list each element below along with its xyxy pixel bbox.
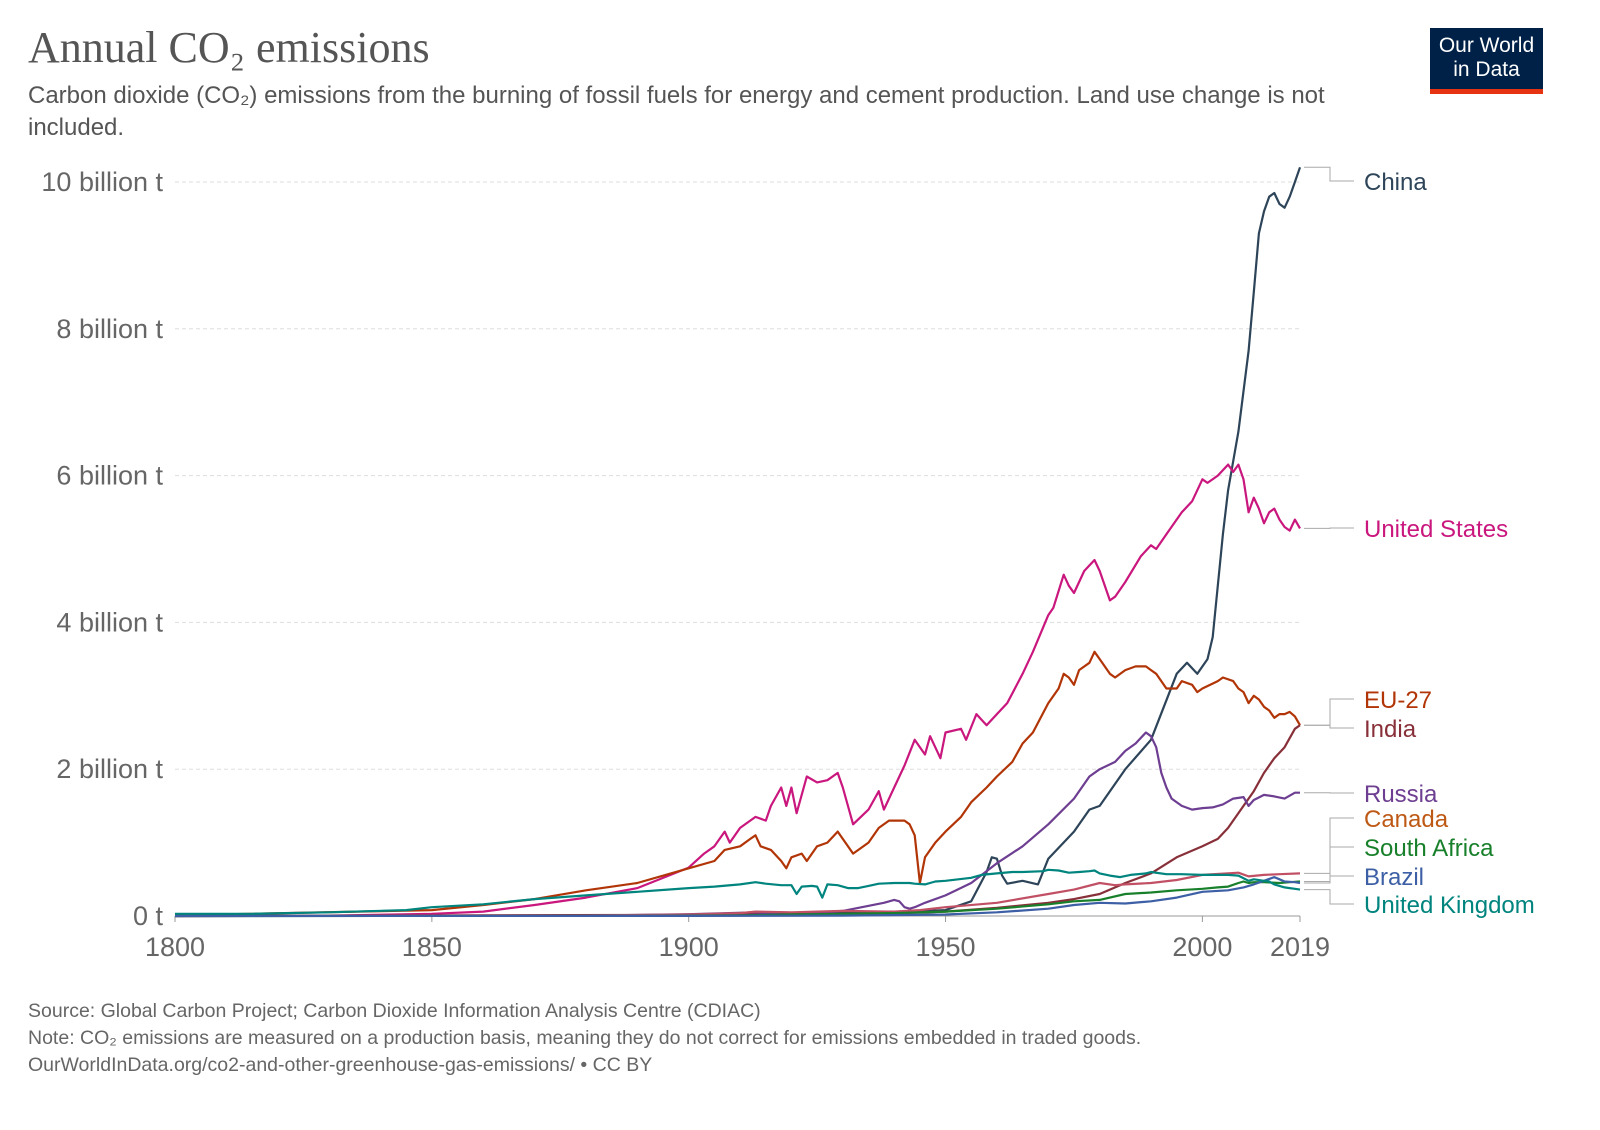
x-tick-label: 2019 <box>1270 932 1330 962</box>
label-connector <box>1304 846 1354 882</box>
source-note: Source: Global Carbon Project; Carbon Di… <box>28 1000 761 1022</box>
series-label-south-africa[interactable]: South Africa <box>1364 835 1494 862</box>
axis-layer: 0 t 2 billion t 4 billion t 6 billion t 8 bi… <box>41 167 1330 962</box>
x-tick-label: 2000 <box>1172 932 1232 962</box>
series-line-canada[interactable] <box>174 871 1301 918</box>
series-line-south-africa[interactable] <box>174 880 1301 918</box>
y-tick-label: 0 t <box>133 901 164 931</box>
series-line-india[interactable] <box>174 724 1301 918</box>
series-label-india[interactable]: India <box>1364 716 1417 743</box>
label-connector <box>1304 875 1354 884</box>
owid-logo[interactable]: Our World in Data <box>1430 28 1543 94</box>
label-connector <box>1304 166 1354 182</box>
logo-accent-bar <box>1430 89 1543 94</box>
y-tick-label: 2 billion t <box>56 754 163 784</box>
y-tick-label: 6 billion t <box>56 461 163 491</box>
series-label-united-kingdom[interactable]: United Kingdom <box>1364 892 1535 919</box>
y-tick-label: 4 billion t <box>56 607 163 637</box>
label-connector <box>1304 698 1354 726</box>
series-line-eu-27[interactable] <box>174 650 1301 917</box>
methodology-note: Note: CO₂ emissions are measured on a pr… <box>28 1027 1142 1049</box>
series-label-china[interactable]: China <box>1364 169 1427 196</box>
series-label-brazil[interactable]: Brazil <box>1364 864 1424 891</box>
chart-title: Annual CO₂ emissions <box>28 23 430 72</box>
series-label-russia[interactable]: Russia <box>1364 781 1438 808</box>
grid-layer <box>175 181 1300 770</box>
logo-line-1: Our World <box>1438 34 1535 57</box>
series-line-russia[interactable] <box>174 731 1300 918</box>
logo-line-2: in Data <box>1453 58 1520 81</box>
series-label-united-states[interactable]: United States <box>1364 516 1508 543</box>
line-chart: 0 t 2 billion t 4 billion t 6 billion t 8 bi… <box>41 166 1535 962</box>
label-connector <box>1304 889 1354 905</box>
source-url[interactable]: OurWorldInData.org/co2-and-other-greenho… <box>28 1054 653 1076</box>
series-label-canada[interactable]: Canada <box>1364 806 1449 833</box>
x-tick-label: 1950 <box>916 932 976 962</box>
label-connector <box>1304 817 1354 874</box>
x-tick-label: 1900 <box>659 932 719 962</box>
series-line-united-states[interactable] <box>174 463 1301 917</box>
y-tick-label: 8 billion t <box>56 314 163 344</box>
series-line-china[interactable] <box>174 166 1302 918</box>
label-connector <box>1304 724 1354 729</box>
chart-footer: Source: Global Carbon Project; Carbon Di… <box>28 998 1141 1079</box>
series-line-united-kingdom[interactable] <box>175 868 1301 915</box>
x-tick-label: 1850 <box>402 932 462 962</box>
series-label-eu-27[interactable]: EU-27 <box>1364 687 1432 714</box>
series-line-brazil[interactable] <box>174 876 1301 918</box>
series-layer <box>174 166 1302 918</box>
x-tick-label: 1800 <box>145 932 205 962</box>
y-tick-label: 10 billion t <box>41 167 163 197</box>
chart-subtitle: Carbon dioxide (CO₂) emissions from the … <box>28 82 1325 141</box>
